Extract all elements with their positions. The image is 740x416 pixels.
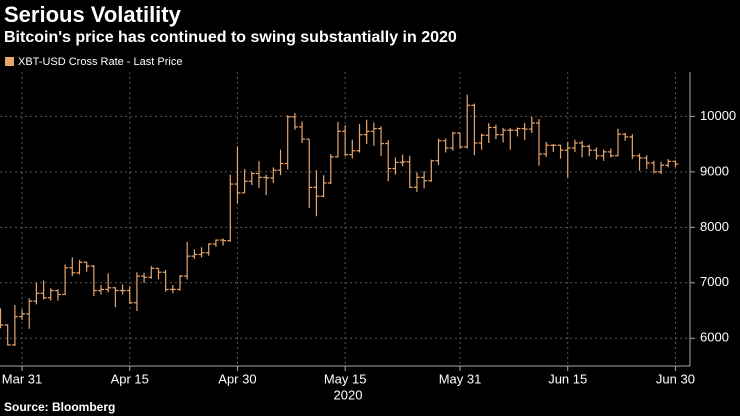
x-tick-label: Apr 15 [111, 371, 149, 386]
x-tick-label: May 15 [324, 371, 367, 386]
source: Source: Bloomberg [4, 400, 115, 414]
legend-swatch [5, 57, 14, 66]
x-tick-label: Jun 30 [656, 371, 695, 386]
x-tick-label: May 31 [439, 371, 482, 386]
y-tick-label: 8000 [700, 219, 729, 234]
y-tick-label: 10000 [700, 108, 736, 123]
chart-subtitle: Bitcoin's price has continued to swing s… [4, 29, 457, 46]
y-tick-label: 9000 [700, 163, 729, 178]
legend-label: XBT-USD Cross Rate - Last Price [18, 56, 182, 68]
x-tick-label: Mar 31 [2, 371, 42, 386]
chart-title: Serious Volatility [4, 2, 182, 27]
y-tick-label: 6000 [700, 330, 729, 345]
x-axis-year: 2020 [334, 387, 363, 402]
y-tick-label: 7000 [700, 274, 729, 289]
x-tick-label: Jun 15 [548, 371, 587, 386]
x-tick-label: Apr 30 [218, 371, 256, 386]
